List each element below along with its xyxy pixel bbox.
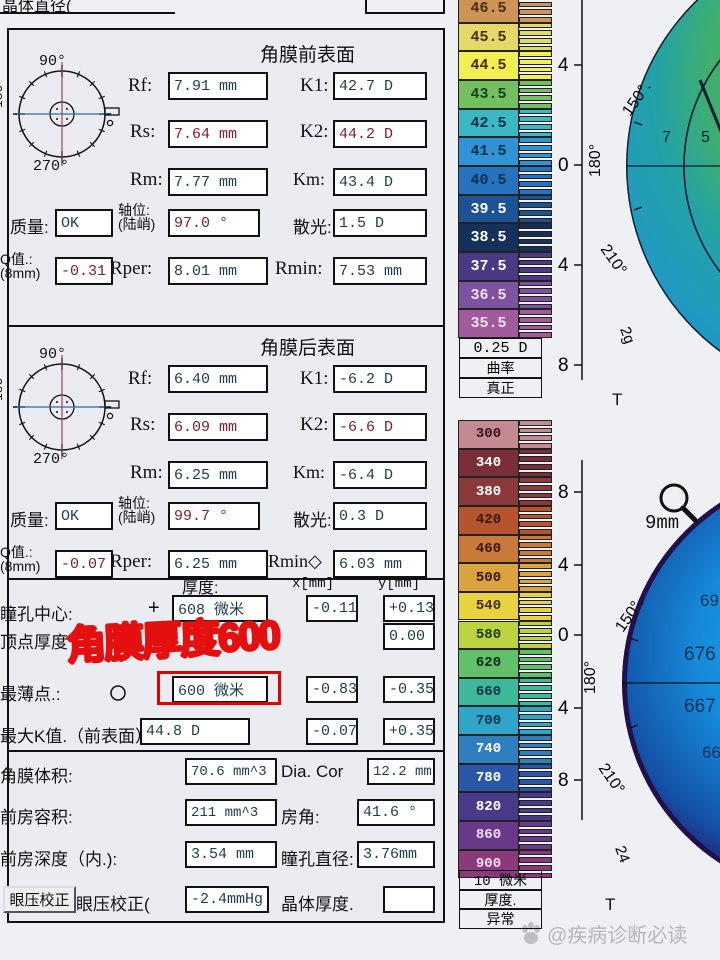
svg-text:9mm: 9mm	[645, 512, 679, 534]
svg-text:T: T	[605, 895, 615, 914]
svg-text:7: 7	[662, 129, 671, 146]
svg-text:180°: 180°	[582, 661, 599, 694]
svg-text:4: 4	[558, 55, 569, 76]
svg-text:24: 24	[611, 844, 633, 865]
svg-text:69: 69	[700, 591, 719, 610]
svg-text:T: T	[612, 390, 622, 409]
svg-text:210°: 210°	[595, 761, 628, 798]
svg-text:5: 5	[701, 129, 710, 146]
svg-text:4: 4	[558, 255, 569, 276]
svg-text:676: 676	[684, 644, 716, 665]
svg-text:667: 667	[684, 696, 716, 717]
svg-text:210°: 210°	[597, 242, 630, 279]
svg-text:2g: 2g	[616, 325, 638, 346]
svg-text:8: 8	[558, 355, 569, 376]
svg-text:0: 0	[558, 155, 569, 176]
svg-text:66: 66	[702, 743, 720, 762]
